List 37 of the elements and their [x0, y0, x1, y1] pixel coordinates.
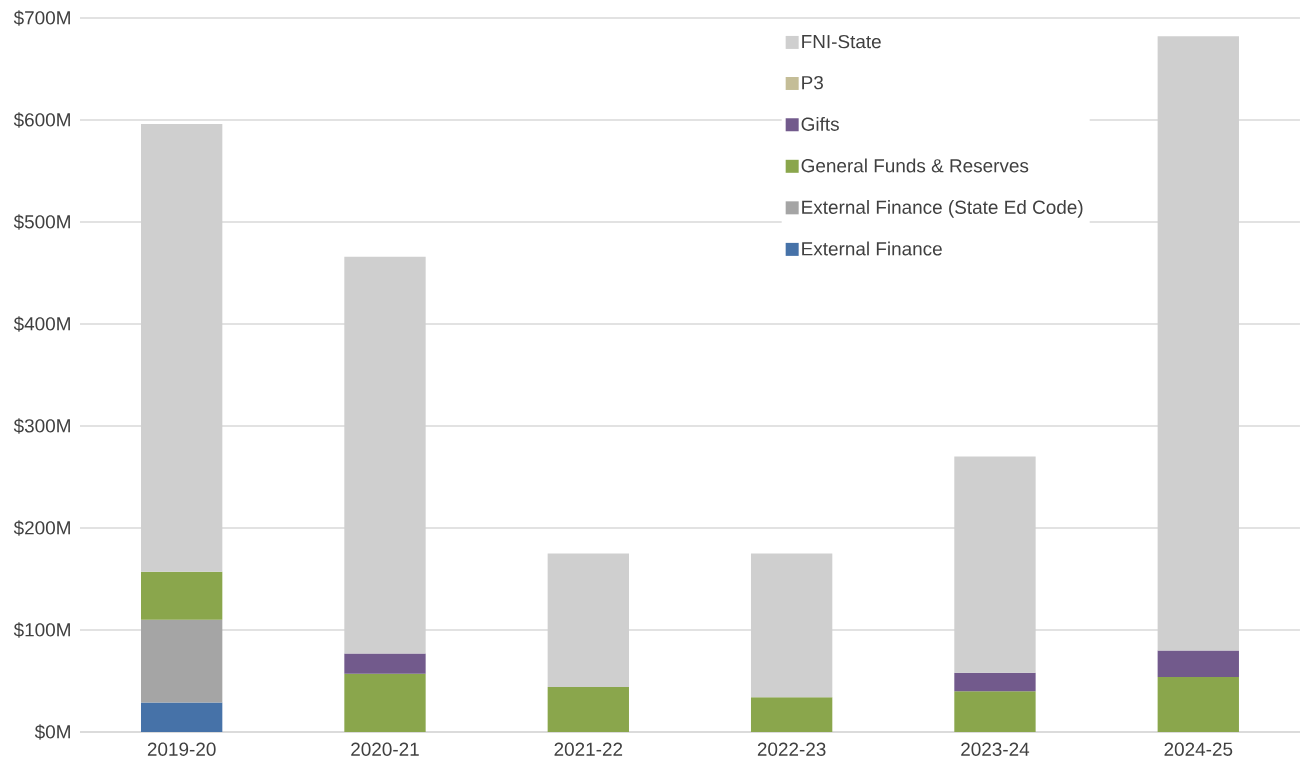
- legend-label: External Finance (State Ed Code): [802, 200, 1083, 218]
- x-tick-label: 2024-25: [1164, 742, 1233, 756]
- y-tick-label: $500M: [13, 214, 70, 230]
- y-tick-label: $600M: [13, 112, 70, 128]
- y-tick-label: $300M: [13, 418, 70, 434]
- bar: [547, 687, 629, 732]
- bar: [141, 619, 223, 703]
- bar: [954, 672, 1036, 692]
- bar: [1157, 676, 1239, 732]
- bar: [1157, 36, 1239, 651]
- legend-label: FNI-State: [802, 34, 881, 49]
- x-tick-label: 2020-21: [351, 742, 419, 756]
- y-tick-label: $400M: [13, 316, 70, 332]
- x-tick-label: 2021-22: [554, 742, 623, 756]
- legend-label: External Finance: [802, 241, 942, 256]
- bar: [954, 456, 1036, 673]
- x-tick-label: 2019-20: [147, 742, 216, 756]
- bar: [141, 124, 223, 572]
- bar: [750, 697, 833, 732]
- bar: [547, 553, 629, 688]
- bar: [344, 673, 426, 732]
- y-tick-label: $100M: [13, 622, 70, 638]
- bar: [750, 553, 833, 698]
- y-tick-label: $200M: [13, 520, 70, 536]
- bar: [1157, 650, 1239, 677]
- bar: [344, 256, 426, 654]
- bar: [954, 691, 1036, 732]
- legend-label: Gifts: [801, 116, 839, 131]
- bar: [141, 702, 223, 732]
- bar: [141, 571, 223, 620]
- x-tick-label: 2023-24: [961, 742, 1030, 756]
- legend-label: General Funds & Reserves: [801, 158, 1029, 173]
- bar: [344, 653, 426, 674]
- legend-label: P3: [802, 75, 823, 90]
- y-tick-label: $0M: [34, 724, 70, 740]
- x-tick-label: 2022-23: [757, 742, 826, 756]
- y-tick-label: $700M: [13, 10, 70, 26]
